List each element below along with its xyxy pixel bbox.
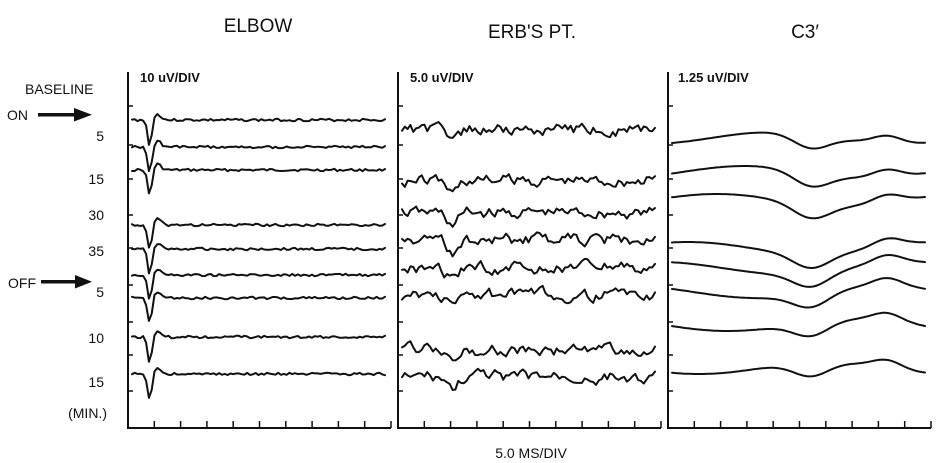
row-label-10: 10 bbox=[88, 330, 104, 346]
elbow-trace bbox=[131, 217, 386, 249]
erbs-point-trace bbox=[401, 231, 656, 258]
elbow-trace bbox=[131, 139, 386, 173]
x-scale-label: 5.0 MS/DIV bbox=[495, 445, 567, 461]
c3-trace bbox=[671, 131, 926, 150]
panel-axis-frame bbox=[667, 72, 931, 429]
erbs-point-trace bbox=[401, 284, 656, 305]
c3-trace bbox=[671, 277, 926, 309]
panel-title-elbow: ELBOW bbox=[224, 16, 293, 37]
panel-title-c3: C3′ bbox=[791, 22, 819, 43]
row-label-min: (MIN.) bbox=[68, 405, 107, 421]
row-label-5: 5 bbox=[96, 128, 104, 144]
c3-trace bbox=[671, 254, 926, 288]
erbs-point-trace bbox=[401, 257, 656, 279]
panel-scale-c3: 1.25 uV/DIV bbox=[678, 70, 749, 85]
elbow-trace bbox=[131, 113, 386, 146]
marker-on-arrow bbox=[38, 108, 92, 122]
c3-trace bbox=[671, 193, 926, 220]
row-label-15-post: 15 bbox=[88, 374, 104, 390]
c3-trace bbox=[671, 165, 926, 188]
row-label-35: 35 bbox=[88, 243, 104, 259]
marker-off-label: OFF bbox=[8, 275, 36, 291]
panel-elbow bbox=[127, 72, 392, 429]
panel-axis-frame bbox=[397, 72, 661, 429]
panel-scale-elbow: 10 uV/DIV bbox=[140, 70, 200, 85]
elbow-trace bbox=[131, 268, 386, 300]
row-label-15: 15 bbox=[88, 171, 104, 187]
panel-erbs-point bbox=[397, 72, 662, 429]
erbs-point-trace bbox=[401, 173, 656, 193]
elbow-trace bbox=[131, 367, 386, 399]
panel-title-erbs-point: ERB'S PT. bbox=[488, 22, 576, 43]
erbs-point-trace bbox=[401, 340, 656, 362]
c3-trace bbox=[671, 237, 926, 269]
marker-off-arrow bbox=[41, 275, 92, 289]
elbow-trace bbox=[131, 162, 386, 195]
row-label-30: 30 bbox=[88, 207, 104, 223]
elbow-trace bbox=[131, 291, 386, 322]
row-label-5-post: 5 bbox=[96, 284, 104, 300]
erbs-point-trace bbox=[401, 367, 656, 391]
erbs-point-trace bbox=[401, 205, 656, 228]
c3-trace bbox=[671, 311, 926, 338]
c3-trace bbox=[671, 358, 926, 378]
row-label-baseline: BASELINE bbox=[25, 81, 93, 97]
elbow-trace bbox=[131, 243, 386, 275]
panel-c3 bbox=[667, 72, 932, 429]
panel-scale-erbs-point: 5.0 uV/DIV bbox=[410, 70, 474, 85]
erbs-point-trace bbox=[401, 121, 656, 139]
marker-on-label: ON bbox=[7, 107, 28, 123]
panel-axis-frame bbox=[127, 72, 391, 429]
elbow-trace bbox=[131, 330, 386, 363]
